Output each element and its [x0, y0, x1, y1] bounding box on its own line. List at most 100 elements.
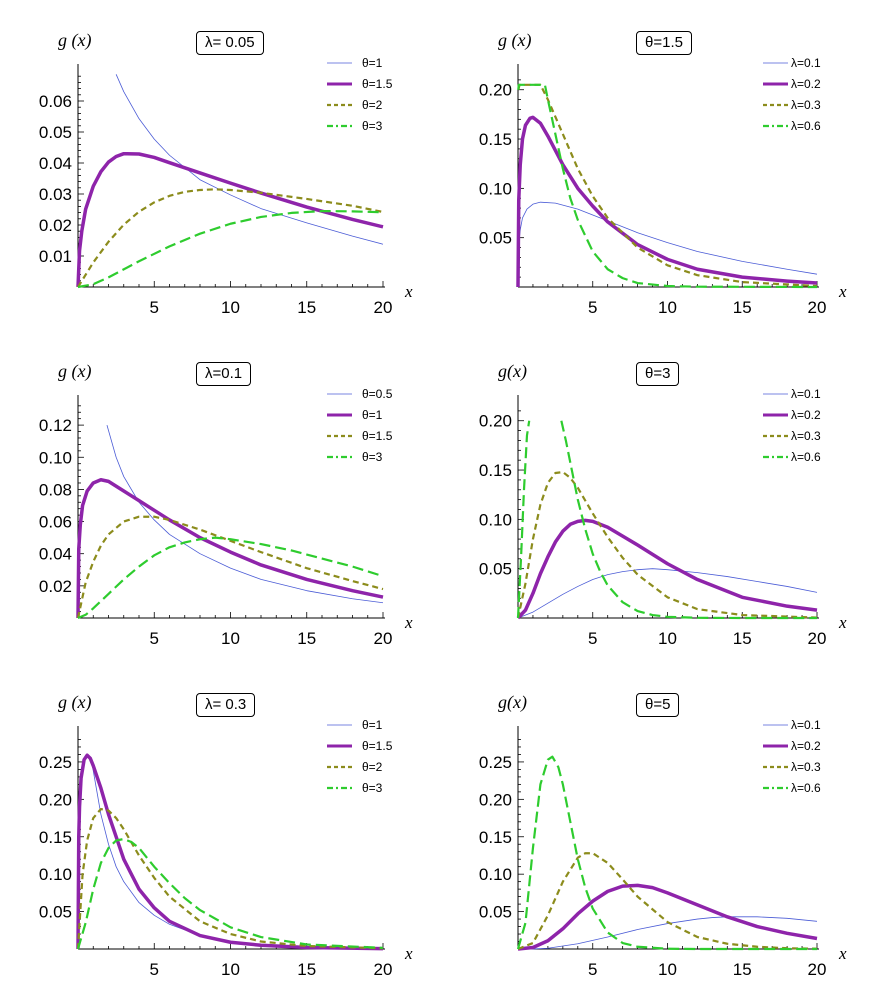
- y-tick-label: 0.12: [39, 416, 72, 435]
- series-line-3: [517, 83, 818, 288]
- series-line-1: [115, 74, 384, 245]
- x-tick-label: 20: [808, 629, 827, 648]
- x-tick-label: 15: [733, 298, 752, 317]
- x-tick-label: 20: [374, 629, 393, 648]
- x-tick-label: 15: [297, 960, 316, 979]
- y-tick-label: 0.05: [39, 903, 72, 922]
- y-tick-label: 0.15: [479, 828, 512, 847]
- x-tick-label: 10: [221, 298, 240, 317]
- chart-panel-6: 5 10 15 20 0.05 0.10 0.15 0.20 0.25 g(x) x λ=0.1 λ=0…: [436, 662, 872, 993]
- legend-entry-1: λ=0.1: [791, 56, 821, 70]
- y-tick-label: 0.15: [39, 828, 72, 847]
- chart-svg-1: 5 10 15 20 0.01 0.02 0.03 0.04 0.05 0.06 g (x) x θ=1…: [39, 30, 413, 317]
- x-tick-label: 10: [658, 960, 677, 979]
- series-line-4: [76, 837, 384, 950]
- legend-entry-2: λ=0.2: [791, 408, 821, 422]
- series-line-2: [516, 518, 818, 620]
- series-line-2: [76, 478, 384, 619]
- x-tick-label: 20: [808, 960, 827, 979]
- series-line-2: [516, 115, 818, 288]
- chart-panel-2: 5 10 15 20 0.05 0.10 0.15 0.20 g (x) x λ=0.1 λ=0.2 λ…: [436, 0, 872, 331]
- legend-entry-1: θ=1: [362, 718, 383, 732]
- y-tick-label: 0.10: [479, 865, 512, 884]
- chart-svg-2: 5 10 15 20 0.05 0.10 0.15 0.20 g (x) x λ=0.1 λ=0.2 λ…: [479, 30, 847, 317]
- legend-entry-1: λ=0.1: [791, 387, 821, 401]
- y-axis-label: g (x): [498, 30, 531, 51]
- series-line-1: [91, 761, 384, 949]
- y-tick-label: 0.01: [39, 247, 72, 266]
- x-tick-label: 5: [150, 298, 159, 317]
- y-tick-label: 0.10: [39, 865, 72, 884]
- x-tick-label: 20: [374, 298, 393, 317]
- y-tick-label: 0.03: [39, 185, 72, 204]
- legend-entry-2: θ=1: [362, 408, 383, 422]
- legend-entry-3: λ=0.3: [791, 98, 821, 112]
- x-axis-label: x: [404, 944, 413, 963]
- y-axis-label: g (x): [58, 30, 91, 51]
- legend-entry-3: θ=2: [362, 98, 383, 112]
- y-tick-label: 0.10: [479, 179, 512, 198]
- y-tick-label: 0.02: [39, 216, 72, 235]
- legend-entry-2: λ=0.2: [791, 77, 821, 91]
- y-tick-label: 0.04: [39, 545, 72, 564]
- chart-panel-3: 5 10 15 20 0.02 0.04 0.06 0.08 0.10 0.12 g (x) x θ=0…: [0, 331, 436, 662]
- legend-entry-1: θ=0.5: [362, 387, 393, 401]
- chart-panel-5: 5 10 15 20 0.05 0.10 0.15 0.20 0.25 g (x) x θ=1 θ=1.…: [0, 662, 436, 993]
- chart-title: θ=1.5: [636, 31, 692, 55]
- x-axis-label: x: [404, 613, 413, 632]
- series-line-2: [76, 753, 384, 951]
- chart-svg-4: 5 10 15 20 0.05 0.10 0.15 0.20 g(x) x λ=0.1 λ=0.2 λ=…: [479, 361, 847, 648]
- legend-entry-4: λ=0.6: [791, 781, 821, 795]
- y-tick-label: 0.20: [479, 790, 512, 809]
- series-line-4: [516, 755, 817, 951]
- x-tick-label: 15: [733, 960, 752, 979]
- series-line-4: [77, 209, 384, 289]
- y-axis-label: g(x): [498, 692, 527, 713]
- y-tick-label: 0.25: [39, 753, 72, 772]
- y-tick-label: 0.05: [479, 560, 512, 579]
- legend-entry-4: θ=3: [362, 119, 383, 133]
- y-axis-label: g(x): [498, 361, 527, 382]
- y-tick-label: 0.06: [39, 92, 72, 111]
- series-line-3: [77, 188, 384, 288]
- x-tick-label: 5: [588, 298, 597, 317]
- x-tick-label: 10: [221, 960, 240, 979]
- y-tick-label: 0.10: [479, 510, 512, 529]
- x-tick-label: 20: [808, 298, 827, 317]
- series-line-4: [517, 83, 818, 289]
- x-tick-label: 10: [658, 298, 677, 317]
- series-line-1: [517, 916, 818, 950]
- legend-entry-1: λ=0.1: [791, 718, 821, 732]
- chart-panel-4: 5 10 15 20 0.05 0.10 0.15 0.20 g(x) x λ=0.1 λ=0.2 λ=…: [436, 331, 872, 662]
- y-tick-label: 0.15: [479, 130, 512, 149]
- series-line-3: [516, 470, 818, 619]
- y-tick-label: 0.20: [479, 412, 512, 431]
- series-line-1: [517, 568, 818, 619]
- x-axis-label: x: [838, 944, 847, 963]
- legend-entry-4: θ=3: [362, 450, 383, 464]
- chart-title: θ=3: [636, 362, 680, 386]
- chart-svg-6: 5 10 15 20 0.05 0.10 0.15 0.20 0.25 g(x) x λ=0.1 λ=0…: [479, 692, 847, 979]
- chart-svg-3: 5 10 15 20 0.02 0.04 0.06 0.08 0.10 0.12 g (x) x θ=0…: [39, 361, 413, 648]
- x-tick-label: 10: [658, 629, 677, 648]
- series-line-3: [76, 515, 384, 619]
- legend-entry-4: λ=0.6: [791, 119, 821, 133]
- legend-entry-3: θ=1.5: [362, 429, 393, 443]
- x-tick-label: 15: [297, 298, 316, 317]
- y-tick-label: 0.08: [39, 480, 72, 499]
- series-line-2: [517, 883, 818, 951]
- y-tick-label: 0.20: [479, 81, 512, 100]
- x-axis-label: x: [838, 613, 847, 632]
- y-tick-label: 0.20: [39, 790, 72, 809]
- y-tick-label: 0.15: [479, 461, 512, 480]
- legend-entry-3: λ=0.3: [791, 429, 821, 443]
- series-group: [516, 420, 818, 620]
- chart-title: θ=5: [636, 693, 680, 717]
- chart-title: λ= 0.05: [196, 31, 264, 55]
- y-tick-label: 0.25: [479, 753, 512, 772]
- series-line-1: [517, 201, 818, 288]
- legend-entry-4: λ=0.6: [791, 450, 821, 464]
- chart-title: λ=0.1: [196, 362, 252, 386]
- series-group: [516, 83, 818, 289]
